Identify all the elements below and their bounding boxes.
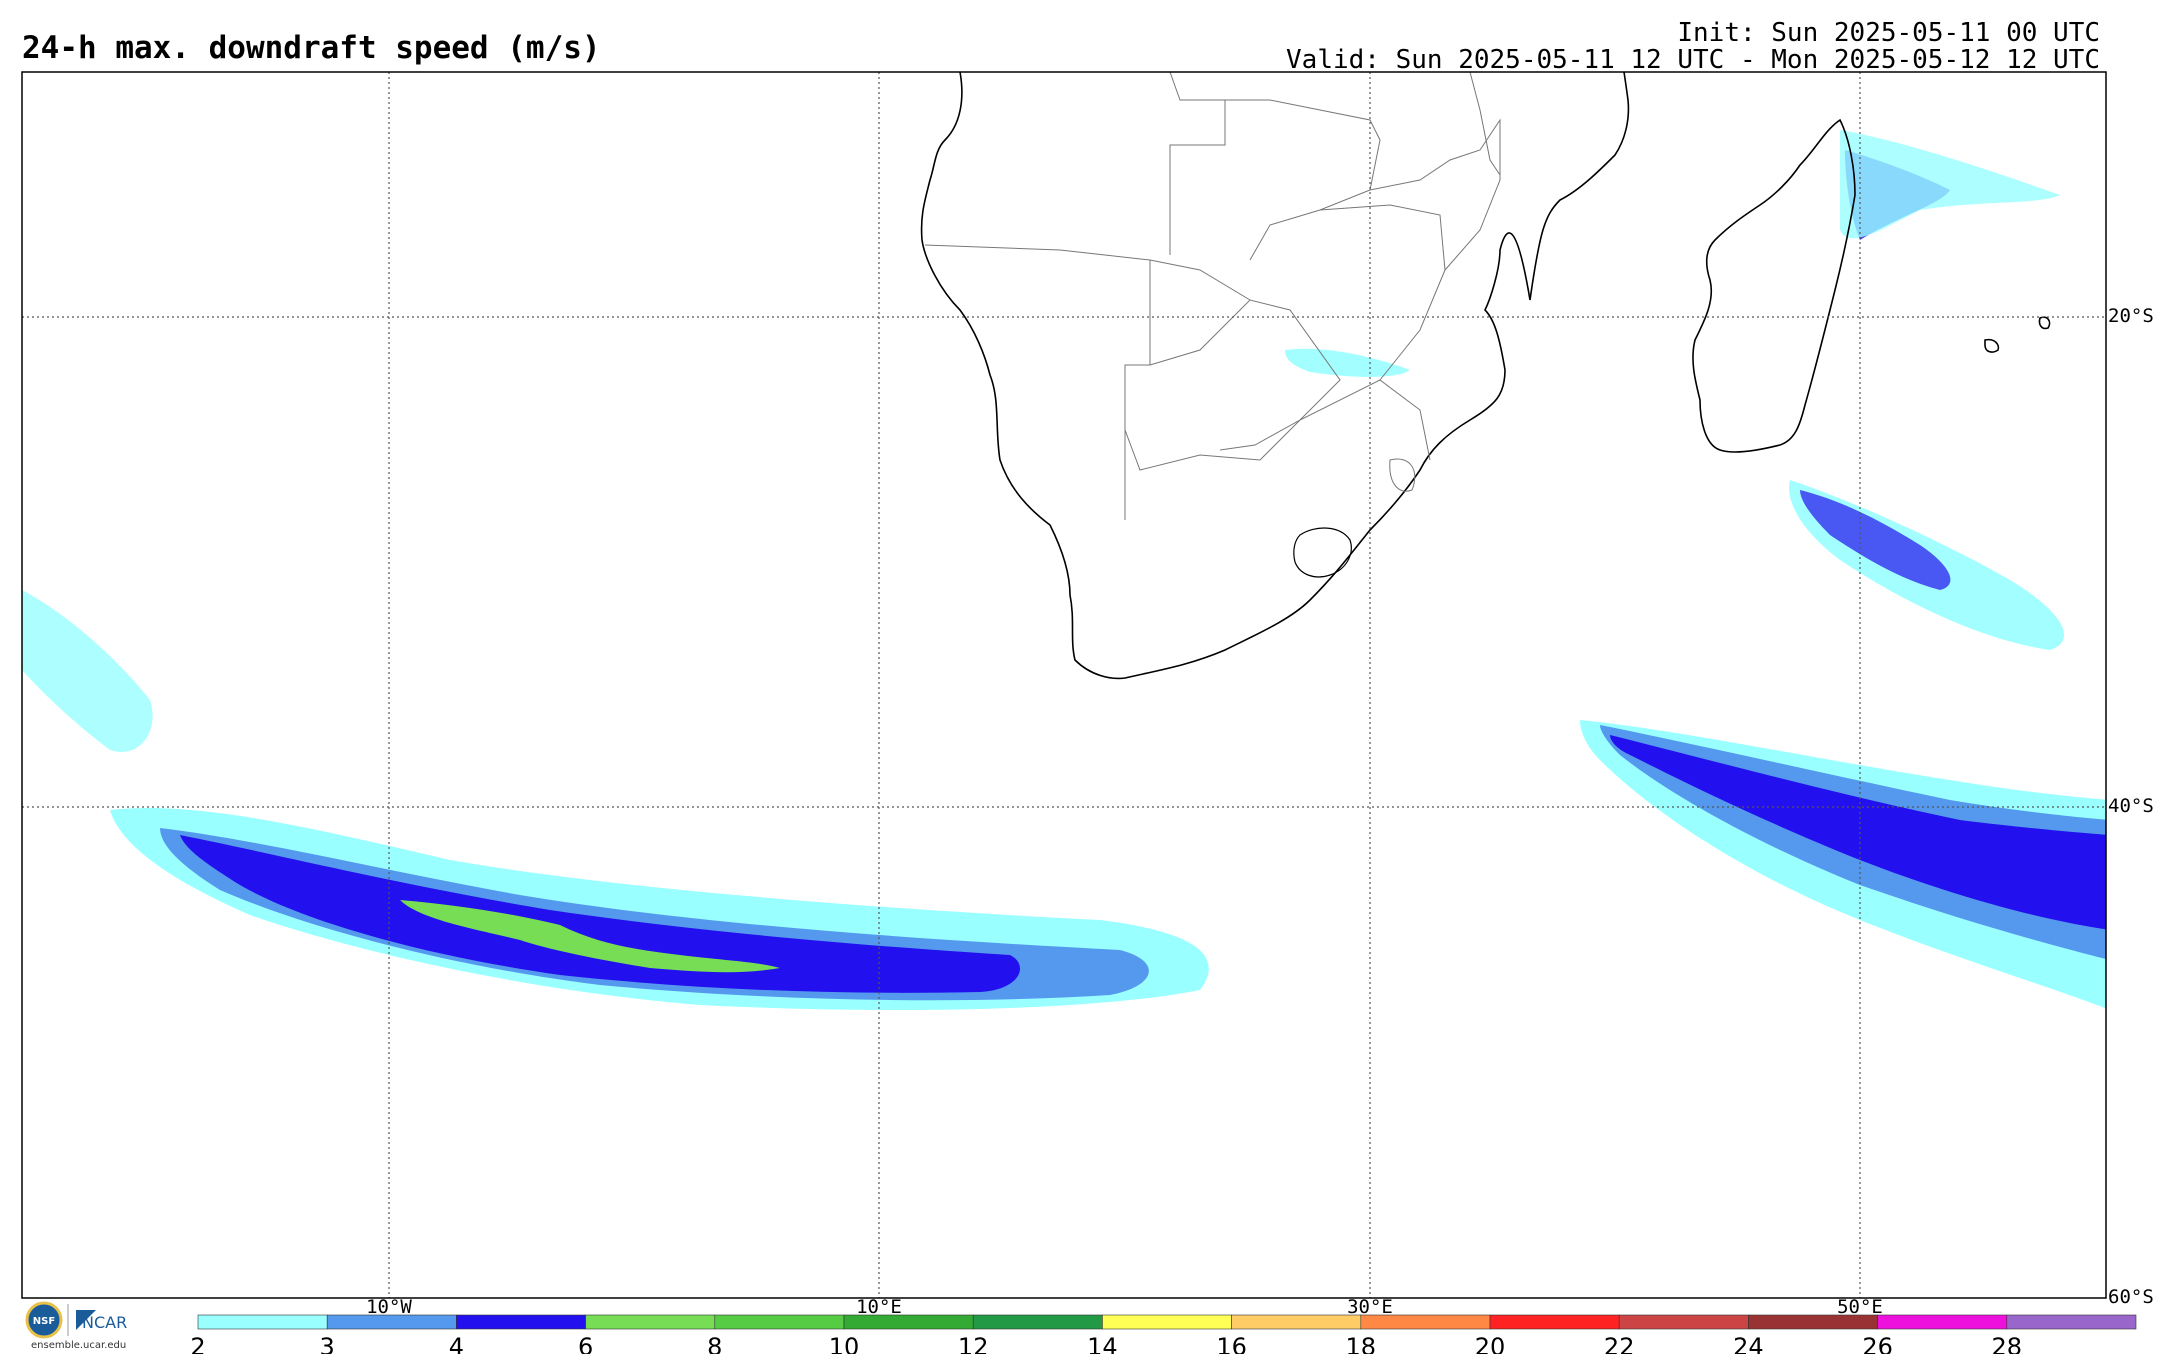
colorbar-swatch bbox=[1489, 1314, 1620, 1330]
lon-label-30e: 30°E bbox=[1347, 1296, 1393, 1318]
madagascar-coastline bbox=[1692, 118, 1856, 453]
map-background bbox=[22, 72, 2106, 1298]
valid-time: Valid: Sun 2025-05-11 12 UTC - Mon 2025-… bbox=[1286, 45, 2100, 75]
angola-border bbox=[1169, 72, 1226, 255]
colorbar-tick-label: 24 bbox=[1733, 1333, 1764, 1354]
logo-url: ensemble.ucar.edu bbox=[31, 1340, 127, 1351]
graticule bbox=[22, 72, 2106, 1298]
shade-band-indian-4 bbox=[1610, 735, 2106, 930]
swaziland-border bbox=[1389, 458, 1416, 492]
colorbar-swatch bbox=[1360, 1314, 1491, 1330]
malawi-border bbox=[1469, 72, 1501, 176]
namibia-east-border bbox=[1124, 260, 1151, 520]
colorbar-tick-label: 26 bbox=[1862, 1333, 1893, 1354]
colorbar-swatch bbox=[1618, 1314, 1749, 1330]
colorbar-tick-label: 2 bbox=[190, 1333, 205, 1354]
init-time: Init: Sun 2025-05-11 00 UTC bbox=[1677, 18, 2100, 48]
shade-cells-botswana bbox=[1285, 348, 1410, 377]
coastlines bbox=[920, 72, 2051, 680]
map-frame bbox=[21, 71, 2107, 1299]
lesotho-border bbox=[1293, 527, 1352, 578]
sa-north-border bbox=[1124, 379, 1431, 471]
lat-label-20s: 20°S bbox=[2108, 305, 2154, 327]
logos: NSF NCAR bbox=[25, 1301, 127, 1339]
colorbar-swatch bbox=[714, 1314, 845, 1330]
colorbar-tick-label: 16 bbox=[1216, 1333, 1247, 1354]
shade-cells-west-edge bbox=[22, 590, 153, 752]
shade-band-atlantic-4 bbox=[180, 835, 1020, 993]
colorbar-swatch bbox=[585, 1314, 716, 1330]
mozambique-border bbox=[1369, 118, 1501, 271]
colorbar-swatch bbox=[197, 1314, 328, 1330]
africa-coastline bbox=[920, 72, 1630, 680]
colorbar-tick-label: 6 bbox=[578, 1333, 593, 1354]
colorbar-tick-label: 8 bbox=[707, 1333, 722, 1354]
botswana-border bbox=[1149, 299, 1341, 451]
colorbar-tick-label: 12 bbox=[958, 1333, 989, 1354]
colorbar-swatch bbox=[2006, 1314, 2137, 1330]
nsf-logo-icon bbox=[25, 1301, 63, 1339]
mauritius bbox=[1984, 338, 2000, 353]
colorbar: 2 3 4 6 8 10 12 14 16 18 20 22 24 26 28 bbox=[190, 1314, 2137, 1354]
colorbar-tick-label: 3 bbox=[320, 1333, 335, 1354]
colorbar-swatch bbox=[326, 1314, 457, 1330]
reunion bbox=[2038, 316, 2051, 330]
lon-label-10w: 10°W bbox=[366, 1296, 412, 1318]
country-borders bbox=[924, 72, 1501, 520]
colorbar-swatch bbox=[843, 1314, 974, 1330]
colorbar-swatch bbox=[456, 1314, 586, 1330]
colorbar-tick-label: 18 bbox=[1346, 1333, 1377, 1354]
ncar-logo-text: NCAR bbox=[82, 1313, 127, 1332]
zambia-border bbox=[1225, 99, 1381, 261]
colorbar-tick-label: 22 bbox=[1604, 1333, 1635, 1354]
shade-cells-madagascar-cyan bbox=[1840, 130, 2060, 239]
colorbar-swatch bbox=[972, 1314, 1103, 1330]
lon-label-50e: 50°E bbox=[1837, 1296, 1883, 1318]
colorbar-swatch bbox=[1231, 1314, 1362, 1330]
colorbar-tick-label: 20 bbox=[1475, 1333, 1506, 1354]
lat-label-60s: 60°S bbox=[2108, 1286, 2154, 1308]
nsf-logo-text: NSF bbox=[33, 1316, 55, 1327]
colorbar-tick-label: 10 bbox=[829, 1333, 860, 1354]
shading-layer bbox=[22, 130, 2106, 1010]
zimbabwe-border bbox=[1319, 204, 1446, 381]
colorbar-swatch bbox=[1748, 1314, 1878, 1330]
colorbar-tick-label: 4 bbox=[449, 1333, 464, 1354]
colorbar-tick-label: 14 bbox=[1087, 1333, 1118, 1354]
logo-area: NSF NCAR bbox=[24, 1300, 159, 1354]
shade-cells-indian-north-blue bbox=[1800, 490, 1951, 590]
colorbar-swatch bbox=[1877, 1314, 2008, 1330]
lon-label-10e: 10°E bbox=[856, 1296, 902, 1318]
lat-label-40s: 40°S bbox=[2108, 795, 2154, 817]
forecast-times: Init: Sun 2025-05-11 00 UTC Valid: Sun 2… bbox=[1286, 20, 2100, 74]
colorbar-swatch bbox=[1102, 1314, 1232, 1330]
ncar-logo-icon bbox=[76, 1310, 96, 1330]
chart-title: 24-h max. downdraft speed (m/s) bbox=[22, 30, 601, 66]
graticule-labels: 10°W 10°E 30°E 50°E 20°S 40°S 60°S bbox=[366, 305, 2154, 1318]
shade-band-atlantic-6 bbox=[400, 900, 780, 973]
colorbar-tick-label: 28 bbox=[1992, 1333, 2023, 1354]
